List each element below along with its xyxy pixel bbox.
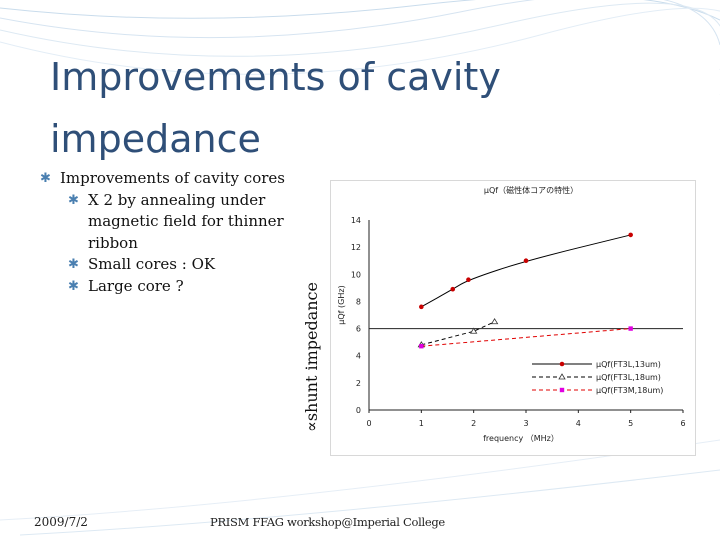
legend-marker (559, 387, 565, 393)
y-tick-label: 8 (356, 297, 361, 306)
legend-label: μQf(FT3L,13um) (596, 360, 661, 369)
y-tick-label: 14 (351, 216, 361, 225)
legend-marker (558, 373, 566, 380)
bullet-text: Large core ? (88, 276, 184, 295)
chart-frame (330, 180, 696, 456)
data-point (523, 258, 529, 264)
y-tick-label: 4 (356, 352, 361, 361)
bullet-icon: ✱ (68, 257, 79, 272)
x-tick-label: 5 (628, 419, 633, 428)
legend-label: μQf(FT3L,18um) (596, 373, 661, 382)
x-tick-label: 3 (523, 419, 528, 428)
y-tick-label: 2 (356, 379, 361, 388)
data-point (469, 327, 478, 334)
y-axis-label: μQf (GHz) (337, 285, 346, 324)
shunt-impedance-label: ∝shunt impedance (302, 282, 321, 432)
y-tick-label: 6 (356, 325, 361, 334)
y-tick-label: 10 (351, 270, 361, 279)
chart-title: μQf（磁性体コアの特性） (484, 185, 578, 195)
bullet-item: ✱ Large core ? (38, 276, 288, 298)
data-point (450, 286, 456, 292)
data-point (490, 318, 499, 325)
x-tick-label: 0 (366, 419, 371, 428)
bullet-icon: ✱ (68, 278, 79, 294)
legend-marker (559, 361, 565, 367)
bullet-text: Improvements of cavity cores (60, 169, 285, 187)
x-tick-label: 4 (576, 419, 581, 428)
footer-event: PRISM FFAG workshop@Imperial College (210, 515, 445, 529)
x-tick-label: 1 (419, 419, 424, 428)
footer-date: 2009/7/2 (34, 515, 88, 529)
series-line (421, 234, 631, 308)
series-line (421, 328, 631, 347)
legend-label: μQf(FT3M,18um) (596, 386, 663, 395)
x-axis-label: frequency （MHz） (483, 434, 559, 443)
data-point (628, 326, 633, 331)
data-point (466, 277, 471, 283)
data-point (628, 232, 633, 238)
bullet-text: X 2 by annealing under magnetic field fo… (88, 190, 284, 252)
bullet-icon: ✱ (40, 171, 51, 186)
bullet-item: ✱ Improvements of cavity cores (38, 168, 288, 190)
data-point (419, 304, 424, 310)
data-point (419, 344, 424, 349)
y-tick-label: 0 (356, 406, 361, 415)
x-tick-label: 2 (471, 419, 476, 428)
x-tick-label: 6 (680, 419, 685, 428)
bullet-icon: ✱ (68, 192, 79, 208)
bullet-list: ✱ Improvements of cavity cores ✱ X 2 by … (38, 168, 288, 297)
bullet-item: ✱ Small cores : OK (38, 254, 288, 276)
slide-title: Improvements of cavity impedance (50, 55, 501, 161)
bullet-text: Small cores : OK (88, 255, 216, 273)
bullet-item: ✱ X 2 by annealing under magnetic field … (38, 190, 288, 255)
y-tick-label: 12 (351, 243, 361, 252)
